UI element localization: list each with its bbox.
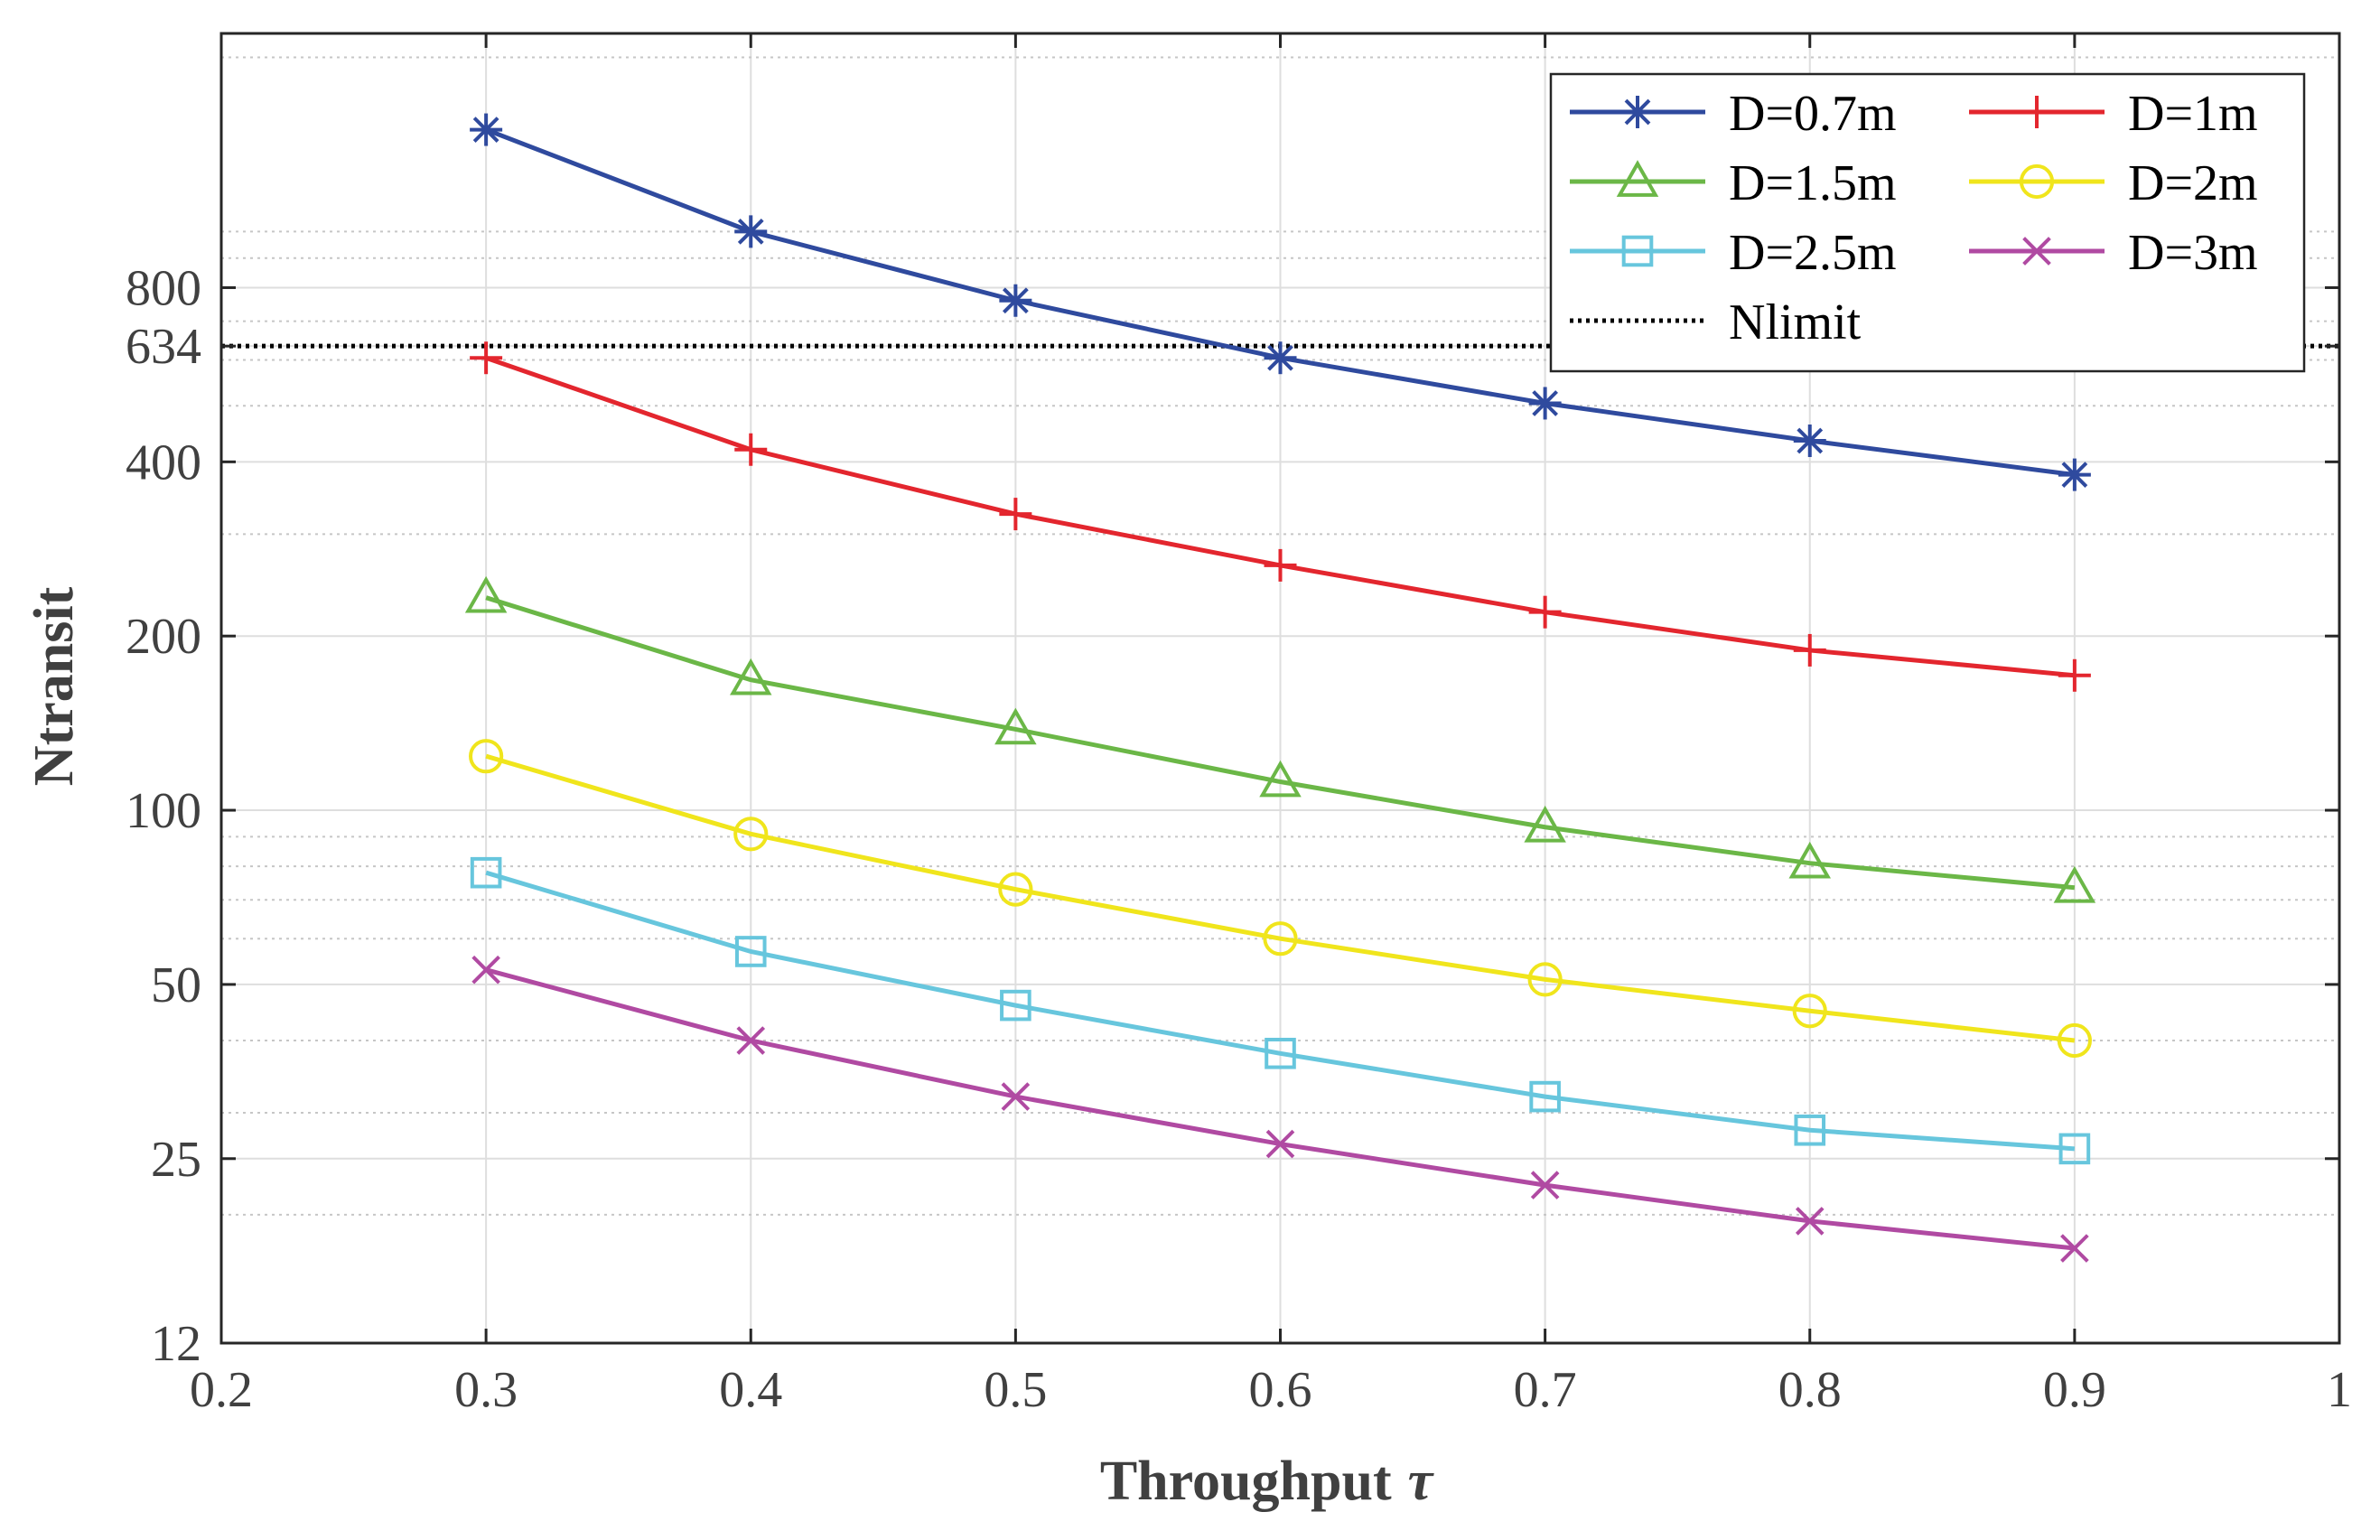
data-point	[1793, 633, 1826, 667]
y-tick-label: 800	[126, 260, 201, 316]
data-point	[994, 707, 1037, 745]
series-d-2-5m	[470, 856, 2091, 1165]
legend-item: D=2.5m	[1570, 225, 1897, 281]
data-point	[2057, 1022, 2092, 1059]
data-point	[470, 113, 503, 146]
data-point	[734, 936, 767, 967]
legend-marker	[1621, 96, 1654, 128]
x-axis-title-symbol: τ	[1408, 1451, 1435, 1512]
y-tick-label: 50	[151, 957, 201, 1013]
legend-label: Nlimit	[1729, 294, 1862, 350]
x-tick-label: 0.8	[1778, 1362, 1842, 1418]
data-point	[1265, 1037, 1296, 1069]
series-group	[464, 113, 2096, 1263]
legend-marker	[1616, 160, 1659, 197]
data-point	[730, 658, 772, 695]
y-tick-label: 200	[126, 609, 201, 665]
data-point	[471, 955, 500, 985]
legend-label: D=2m	[2128, 155, 2258, 211]
x-tick-label: 0.2	[190, 1362, 253, 1418]
data-point	[2058, 1133, 2091, 1165]
x-tick-label: 0.9	[2043, 1362, 2106, 1418]
legend: D=0.7m D=1m D=1.5m D=2m D=2.5m D=3m Nlimit	[1549, 72, 2306, 373]
x-tick-label: 0.5	[984, 1362, 1047, 1418]
y-tick-label: 100	[126, 783, 201, 839]
legend-marker	[1621, 235, 1654, 267]
data-point	[1788, 841, 1831, 879]
data-point	[1001, 1082, 1031, 1111]
data-point	[999, 498, 1032, 531]
data-point	[1524, 805, 1566, 843]
data-point	[1794, 1114, 1826, 1146]
y-tick-label: 400	[126, 434, 201, 490]
x-axis-title: Throughput τ	[1100, 1451, 1435, 1512]
legend-marker	[2021, 96, 2053, 128]
data-point	[1530, 1171, 1560, 1199]
legend-item: Nlimit	[1570, 294, 1862, 350]
x-tick-label: 0.7	[1514, 1362, 1577, 1418]
legend-label: D=2.5m	[1729, 225, 1897, 281]
legend-label: D=1.5m	[1729, 155, 1897, 211]
ticks: 0.2 0.3 0.4 0.5 0.6 0.7 0.8 0.9 1 12 25 50 100 200 400…	[126, 33, 2352, 1418]
data-point	[469, 739, 504, 774]
series-d-3m	[471, 955, 2089, 1263]
x-tick-label: 1	[2327, 1362, 2352, 1418]
data-point	[1528, 387, 1562, 420]
legend-item: D=0.7m	[1570, 86, 1897, 142]
data-point	[1527, 962, 1563, 997]
data-point	[733, 817, 769, 852]
series-line	[485, 753, 2076, 1043]
legend-label: D=3m	[2128, 225, 2258, 281]
legend-item: D=1m	[1969, 86, 2258, 142]
data-point	[1259, 760, 1302, 798]
data-point	[734, 215, 768, 248]
data-point	[1264, 548, 1297, 582]
x-axis-title-text: Throughput	[1100, 1451, 1392, 1512]
legend-label: D=0.7m	[1729, 86, 1897, 142]
data-point	[1529, 1080, 1561, 1113]
data-point	[470, 856, 502, 889]
y-tick-label: 634	[126, 319, 201, 375]
data-point	[1528, 595, 1562, 629]
data-point	[1000, 989, 1031, 1022]
data-point	[2058, 458, 2091, 491]
x-tick-label: 0.4	[719, 1362, 782, 1418]
x-tick-label: 0.6	[1249, 1362, 1312, 1418]
data-point	[2058, 658, 2091, 692]
legend-item: D=3m	[1969, 225, 2258, 281]
data-point	[998, 872, 1033, 907]
data-point	[736, 1026, 766, 1055]
series-d-2m	[469, 739, 2092, 1059]
data-point	[1792, 994, 1827, 1029]
series-d-1-5m	[464, 575, 2096, 903]
series-line	[485, 595, 2076, 891]
data-point	[1793, 424, 1826, 457]
data-point	[464, 575, 508, 613]
legend-marker	[2022, 237, 2051, 266]
legend-label: D=1m	[2128, 86, 2258, 142]
x-tick-label: 0.3	[454, 1362, 518, 1418]
series-d-0-7m	[470, 113, 2091, 491]
y-tick-label: 25	[151, 1132, 201, 1188]
series-d-1m	[470, 341, 2091, 692]
data-point	[470, 341, 503, 375]
data-point	[734, 433, 768, 466]
y-tick-label: 12	[151, 1316, 201, 1372]
data-point	[1265, 1129, 1295, 1159]
data-point	[2060, 1234, 2089, 1263]
legend-item: D=1.5m	[1570, 155, 1897, 211]
y-axis-title: Ntransit	[23, 586, 85, 786]
data-point	[1795, 1207, 1825, 1236]
data-point	[2053, 865, 2096, 903]
legend-item: D=2m	[1969, 155, 2258, 211]
series-line	[485, 870, 2076, 1152]
data-point	[1264, 341, 1297, 375]
data-point	[1263, 921, 1298, 957]
legend-marker	[2019, 163, 2055, 200]
data-point	[999, 284, 1032, 317]
